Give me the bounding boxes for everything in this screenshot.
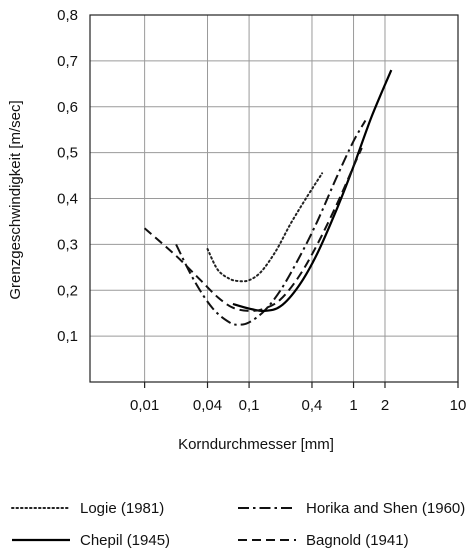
x-tick-label: 0,1 bbox=[239, 397, 260, 414]
legend-label-chepil-1945: Chepil (1945) bbox=[80, 532, 170, 549]
x-tick-label: 0,01 bbox=[130, 397, 159, 414]
y-tick-label: 0,5 bbox=[57, 145, 78, 162]
x-tick-label: 0,04 bbox=[193, 397, 222, 414]
series-lines bbox=[143, 69, 393, 326]
series-line-horika-and-shen-1960 bbox=[175, 120, 367, 326]
series-line-bagnold-1941 bbox=[143, 147, 363, 312]
y-tick-label: 0,4 bbox=[57, 191, 78, 208]
y-tick-label: 0,7 bbox=[57, 53, 78, 70]
x-tick-label: 2 bbox=[381, 397, 389, 414]
y-tick-label: 0,2 bbox=[57, 282, 78, 299]
legend-label-horika-and-shen-1960: Horika and Shen (1960) bbox=[306, 500, 465, 517]
x-tick-label: 0,4 bbox=[302, 397, 323, 414]
y-tick-label: 0,3 bbox=[57, 236, 78, 253]
x-axis-ticks: 0,01 0,04 0,1 0,4 1 2 10 bbox=[130, 382, 466, 414]
grid bbox=[90, 15, 458, 382]
x-tick-label: 1 bbox=[349, 397, 357, 414]
x-tick-label: 10 bbox=[450, 397, 467, 414]
y-axis-label: Grenzgeschwindigkeit [m/sec] bbox=[7, 100, 24, 299]
legend: Logie (1981) Horika and Shen (1960) Chepil… bbox=[11, 500, 465, 549]
plot-frame bbox=[89, 14, 459, 383]
y-tick-label: 0,1 bbox=[57, 328, 78, 345]
x-axis-label: Korndurchmesser [mm] bbox=[178, 436, 334, 453]
y-tick-label: 0,6 bbox=[57, 99, 78, 116]
y-tick-label: 0,8 bbox=[57, 7, 78, 24]
legend-label-logie-1981: Logie (1981) bbox=[80, 500, 164, 517]
series-line-logie-1981 bbox=[206, 172, 324, 283]
legend-label-bagnold-1941: Bagnold (1941) bbox=[306, 532, 409, 549]
y-axis-ticks: 0,1 0,2 0,3 0,4 0,5 0,6 0,7 0,8 bbox=[57, 7, 78, 345]
